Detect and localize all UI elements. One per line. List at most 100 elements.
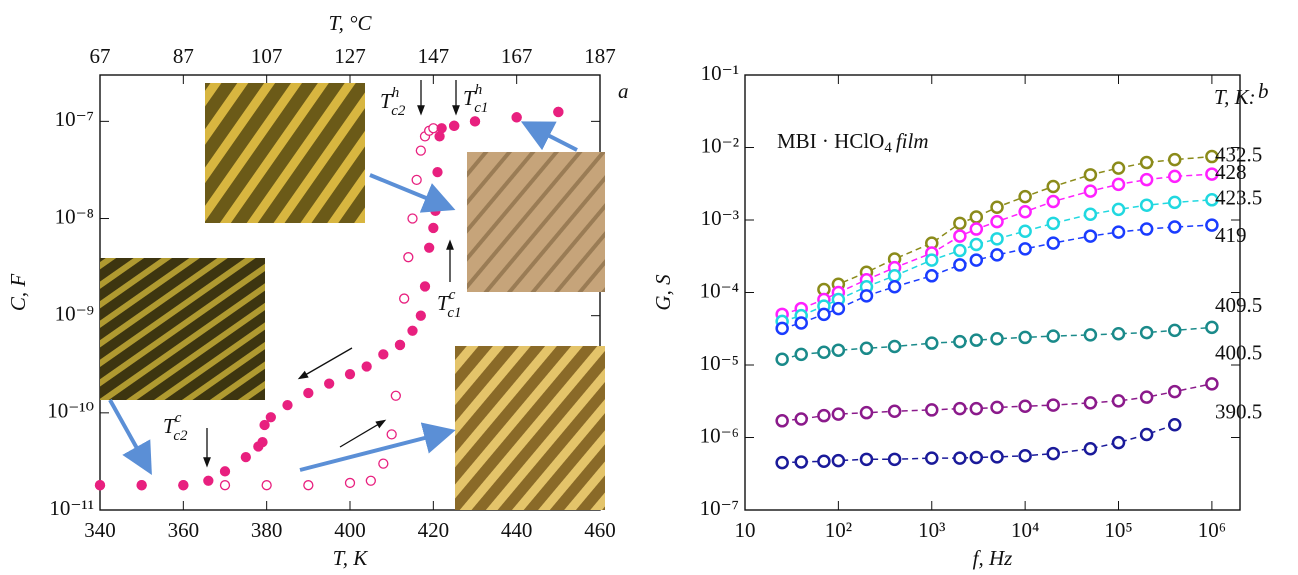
series-label: 432.5 [1215,142,1262,166]
data-point [553,106,564,118]
y-tick-label: 10⁻⁵ [700,351,739,375]
blue-arrows [108,121,578,475]
data-point [378,458,389,469]
data-point [990,200,1004,214]
data-point [1167,152,1182,167]
data-point [1083,229,1098,243]
data-point [1111,394,1126,408]
data-point [953,229,967,243]
data-point [1167,417,1182,432]
y-tick-label: 10⁻⁹ [55,301,94,325]
data-point [775,321,789,336]
data-point [969,222,984,236]
data-point [136,480,147,491]
data-point [1139,427,1154,442]
data-point [775,414,789,428]
data-point [887,280,902,294]
data-point [303,480,314,491]
y-tick-label: 10⁻³ [701,206,739,230]
data-point [1139,155,1154,170]
data-point [432,167,443,178]
data-point [1139,222,1154,236]
data-point [925,269,939,283]
data-point [925,403,939,417]
x-tick-label: 380 [251,518,283,542]
data-point [831,301,846,316]
data-point [925,253,939,267]
data-point [1083,441,1098,456]
data-point [775,352,789,367]
data-point [259,419,270,431]
x-tick-label: 10⁴ [1011,518,1039,542]
data-point [1111,435,1126,450]
photo [100,258,265,400]
data-point [775,455,789,470]
data-point [1111,326,1126,341]
data-point [253,441,264,452]
data-point [831,407,846,421]
x2-axis-label: T, °C [328,11,372,35]
series-label: 400.5 [1215,341,1262,365]
data-point [1111,202,1126,217]
annotation-sup: c [449,287,456,303]
data-point [1167,384,1182,399]
x-tick-label: 460 [584,518,616,542]
data-point [1167,323,1182,338]
data-point [415,145,426,156]
data-point [969,210,984,224]
data-point [1111,161,1126,175]
data-point [1139,325,1154,340]
data-point [415,310,426,321]
y-tick-label: 10⁻¹⁰ [47,399,94,423]
annotation-text: T [163,414,176,438]
data-point [990,232,1004,246]
data-point [94,480,106,491]
data-point [859,405,874,420]
legend-title: T, K: [1214,85,1256,109]
series-label: 419 [1215,223,1247,247]
series-line [782,423,1175,464]
data-point [424,242,435,253]
data-point [1018,330,1032,345]
data-point [817,408,831,423]
data-point [953,258,967,272]
data-point [436,123,447,134]
x-tick-label: 10⁶ [1198,518,1226,542]
data-point [344,369,356,380]
annotation-sup: h [392,85,400,101]
data-point [953,334,967,349]
x-tick-label: 10⁵ [1104,518,1132,542]
photo [467,152,605,292]
annotation-sub: c1 [447,305,461,321]
panel-label: b [1258,79,1269,103]
series-label: 390.5 [1215,400,1262,424]
data-point [859,341,874,356]
data-point [1046,216,1060,231]
data-point [817,307,831,322]
data-point [1205,149,1219,164]
x2-tick-label: 87 [173,44,194,68]
data-point [831,453,846,468]
data-point [817,454,831,469]
photo [205,83,365,223]
data-point [1018,204,1032,219]
x-tick-label: 340 [84,518,116,542]
data-point [399,293,410,304]
data-point [794,347,808,362]
x-tick-label: 400 [334,518,366,542]
y-tick-label: 10⁻² [701,133,739,157]
annotation: Tc c1 [437,287,462,321]
data-point [407,213,418,224]
series-line [823,155,1212,291]
data-point [1111,225,1126,239]
annotation-text: T [463,86,476,110]
arrow [339,419,387,448]
data-point [1018,224,1032,238]
annotation-sub: c2 [391,103,406,119]
arrow [297,347,353,380]
data-point [794,412,808,426]
x-tick-label: 10 [735,518,756,542]
arrow [299,422,456,472]
photo-insets [100,83,605,510]
